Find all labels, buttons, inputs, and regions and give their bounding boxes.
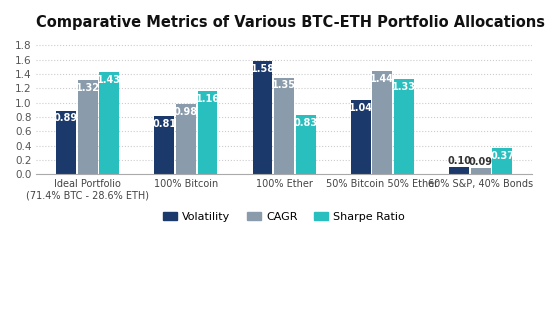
Bar (492, 148, 512, 174)
Text: 1.35: 1.35 (272, 80, 296, 91)
Text: 0.09: 0.09 (469, 157, 493, 167)
Text: 0.98: 0.98 (174, 107, 198, 117)
Bar (471, 168, 491, 174)
Bar (78, 80, 98, 174)
Bar (449, 167, 469, 174)
Bar (296, 115, 316, 174)
Text: 1.33: 1.33 (392, 82, 416, 92)
Bar (253, 61, 273, 174)
Bar (56, 111, 76, 174)
Text: 1.32: 1.32 (75, 83, 99, 93)
Text: 0.10: 0.10 (447, 156, 471, 166)
Legend: Volatility, CAGR, Sharpe Ratio: Volatility, CAGR, Sharpe Ratio (159, 207, 410, 226)
Text: 0.89: 0.89 (54, 114, 78, 123)
Bar (198, 91, 218, 174)
Text: Comparative Metrics of Various BTC-ETH Portfolio Allocations: Comparative Metrics of Various BTC-ETH P… (37, 15, 546, 30)
Text: 0.83: 0.83 (294, 118, 318, 128)
Text: 0.81: 0.81 (152, 119, 176, 129)
Text: 1.43: 1.43 (97, 75, 121, 85)
Bar (372, 71, 392, 174)
Bar (176, 104, 196, 174)
Text: 1.04: 1.04 (349, 103, 373, 113)
Bar (274, 78, 294, 174)
Text: 1.58: 1.58 (250, 64, 275, 74)
Bar (99, 72, 119, 174)
Bar (351, 100, 371, 174)
Bar (154, 116, 174, 174)
Text: 1.44: 1.44 (370, 74, 395, 84)
Text: 1.16: 1.16 (195, 94, 219, 104)
Text: 0.37: 0.37 (490, 151, 514, 161)
Bar (394, 79, 414, 174)
